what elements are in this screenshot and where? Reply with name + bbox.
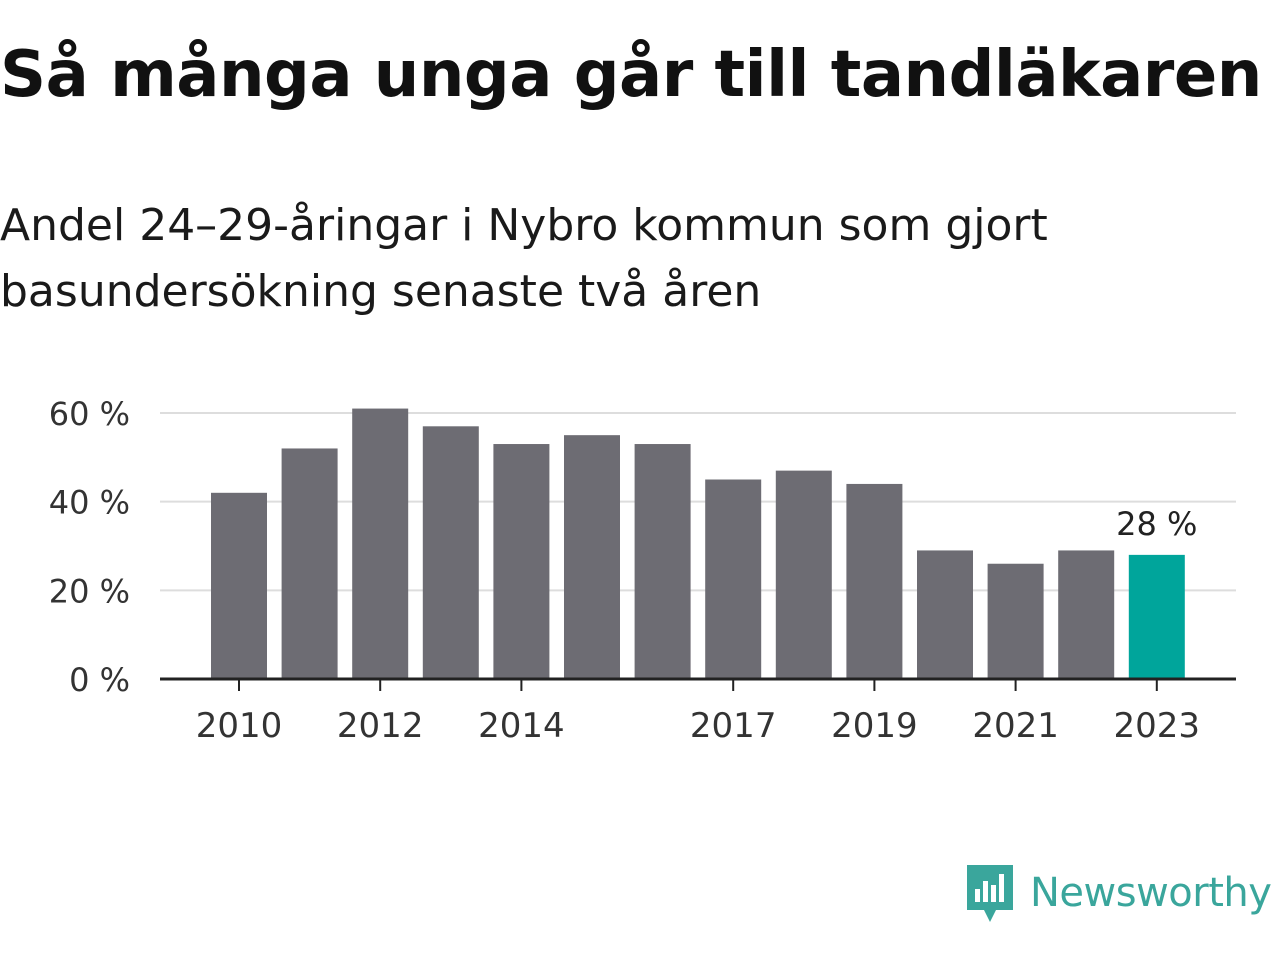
chart-title: Så många unga går till tandläkaren: [0, 38, 1262, 112]
bar: [705, 479, 762, 679]
grid-lines: [160, 412, 1236, 592]
bars: [211, 408, 1185, 679]
chart-subtitle: Andel 24–29-åringar i Nybro kommun som g…: [0, 200, 1048, 317]
labels: 0 % 20 % 40 % 60 % 2010 2012 2014 2017 2019 2021 2…: [49, 395, 1200, 746]
y-tick-label: 40 %: [49, 484, 130, 522]
bar: [281, 448, 338, 679]
y-tick-label: 20 %: [49, 572, 130, 610]
bar: [422, 426, 479, 679]
x-tick-label: 2019: [831, 706, 918, 746]
bar: [211, 492, 267, 679]
bar: [493, 444, 550, 679]
bar: [1058, 550, 1115, 679]
bar: [634, 444, 691, 679]
x-tick-label: 2012: [337, 706, 424, 746]
bar: [917, 550, 973, 679]
x-tick-label: 2021: [972, 706, 1059, 746]
bar: [987, 563, 1044, 679]
bar: [352, 408, 409, 679]
y-tick-label: 60 %: [49, 395, 130, 433]
bar-chart: 0 % 20 % 40 % 60 % 2010 2012 2014 2017 2019 2021 2…: [49, 395, 1236, 746]
x-tick-label: 2023: [1114, 706, 1201, 746]
data-label: 28 %: [1116, 505, 1197, 543]
brand-name: Newsworthy: [1030, 870, 1272, 916]
bar: [846, 483, 903, 679]
x-tick-label: 2010: [196, 706, 283, 746]
axes: [160, 677, 1236, 691]
x-tick-label: 2014: [478, 706, 565, 746]
bar: [1128, 554, 1185, 679]
bar: [775, 470, 832, 679]
bar: [564, 435, 620, 679]
y-tick-label: 0 %: [69, 661, 130, 699]
x-tick-label: 2017: [690, 706, 777, 746]
newsworthy-logo: Newsworthy: [964, 862, 1272, 924]
bar-chart-speech-bubble-icon: [967, 865, 1013, 922]
